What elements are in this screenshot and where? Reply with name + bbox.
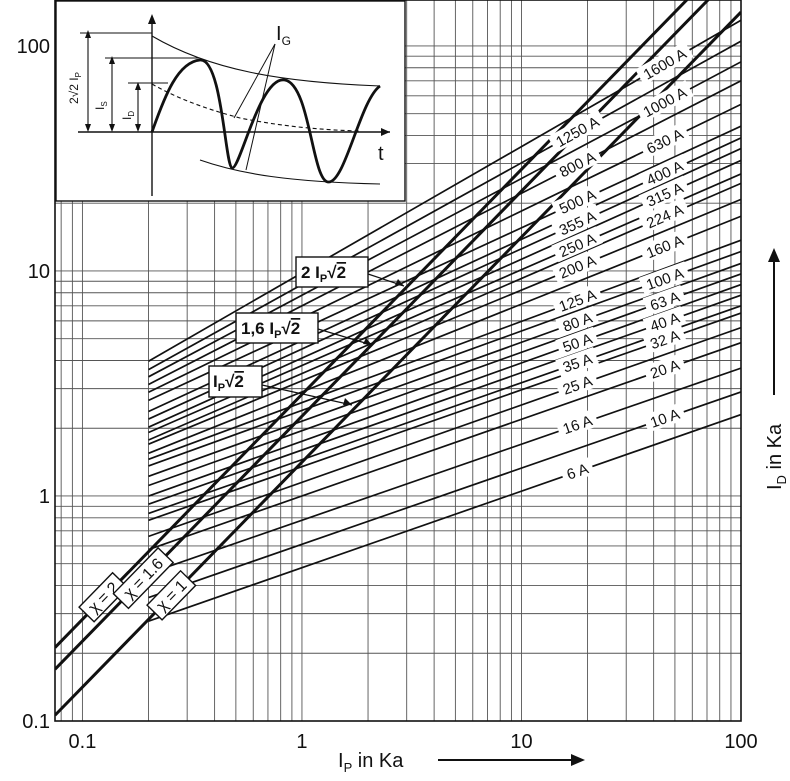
x-tick-label: 0.1 bbox=[69, 731, 97, 753]
fuse-label-bg bbox=[555, 369, 600, 400]
fuse-label-bg bbox=[638, 261, 691, 295]
fuse-label-text: 1250 A bbox=[553, 113, 602, 151]
fuse-label-bg bbox=[642, 305, 687, 337]
y-tick-label: 0.1 bbox=[22, 711, 50, 733]
fuse-label-bg bbox=[551, 182, 603, 220]
y-tick-label: 1 bbox=[39, 486, 50, 508]
fuse-label-bg bbox=[555, 326, 600, 358]
peak-label-box bbox=[146, 569, 197, 621]
fuse-line-6a bbox=[148, 413, 741, 623]
x-tick-label: 100 bbox=[724, 731, 757, 753]
fuse-label-bg bbox=[642, 323, 687, 354]
fuse-label: 10 A bbox=[642, 402, 687, 433]
fuse-label-bg bbox=[555, 408, 600, 439]
fuse-label-text: 1600 A bbox=[641, 46, 690, 84]
envelope-lower bbox=[199, 159, 381, 185]
fuse-label-bg bbox=[638, 121, 691, 160]
fuse-line-50a bbox=[148, 283, 741, 497]
waveform-inset: 2√2 IP IS ID IG t bbox=[55, 0, 406, 202]
fuse-label-bg bbox=[551, 226, 603, 263]
fuse-label-bg bbox=[551, 144, 603, 183]
peak-line bbox=[55, 0, 689, 649]
fuse-label-bg bbox=[642, 402, 687, 433]
fuse-line-500a bbox=[148, 125, 741, 402]
fuse-label-bg bbox=[638, 175, 691, 212]
ig-label: IG bbox=[276, 23, 291, 48]
fuse-label-bg bbox=[642, 284, 687, 316]
dc-decay-curve bbox=[151, 83, 361, 132]
x-tick-label: 1 bbox=[296, 731, 307, 753]
time-label: t bbox=[378, 143, 384, 165]
fuse-label-bg bbox=[551, 282, 604, 317]
fuse-line-35a bbox=[148, 305, 741, 515]
envelope-upper bbox=[151, 35, 381, 87]
svg-text:1,6 IP√2: 1,6 IP√2 bbox=[241, 319, 300, 341]
peak-label-box bbox=[112, 546, 175, 610]
fuse-line-16a bbox=[148, 367, 741, 575]
fuse-label-bg bbox=[642, 353, 687, 384]
fuse-line-25a bbox=[148, 326, 741, 538]
y-axis-title: ID in Ka bbox=[764, 248, 789, 490]
x-axis-title: IP in Ka bbox=[338, 750, 585, 775]
fuse-line-160a bbox=[148, 215, 741, 455]
callout-1-6ip-root2: 1,6 IP√2 bbox=[235, 312, 373, 346]
fuse-label: 160 A bbox=[638, 228, 691, 264]
fuse-label-bg bbox=[635, 80, 694, 123]
fuse-label-bg bbox=[551, 204, 603, 241]
svg-text:IP√2: IP√2 bbox=[213, 372, 244, 394]
fuse-line-32a bbox=[148, 312, 741, 522]
peak-line bbox=[55, 0, 711, 671]
axis-tick-labels: 0.1 1 10 100 0.1 1 10 100 bbox=[17, 36, 758, 753]
callout-ip-root2: IP√2 bbox=[208, 365, 353, 406]
id-label: ID bbox=[120, 111, 136, 120]
svg-text:ID in Ka: ID in Ka bbox=[764, 423, 789, 490]
fuse-line-40a bbox=[148, 294, 741, 505]
fuse-label-text: 16 A bbox=[561, 412, 595, 438]
ig-pointer bbox=[233, 43, 276, 119]
x-tick-label: 10 bbox=[510, 731, 532, 753]
fuse-label-bg bbox=[551, 248, 603, 284]
fuse-label: 1000 A bbox=[635, 80, 694, 123]
y-tick-label: 10 bbox=[28, 261, 50, 283]
fuse-line-200a bbox=[148, 198, 741, 445]
fuse-line-20a bbox=[148, 341, 741, 551]
svg-text:2 IP√2: 2 IP√2 bbox=[301, 263, 346, 285]
fuse-label-bg bbox=[547, 109, 607, 153]
callout-2ip-root2: 2 IP√2 bbox=[295, 256, 405, 288]
fuse-characteristic-curves bbox=[148, 19, 741, 623]
fuse-label-bg bbox=[555, 347, 600, 378]
fuse-label: 16 A bbox=[555, 408, 600, 439]
fuse-label: 6 A bbox=[559, 456, 596, 485]
fuse-label-bg bbox=[638, 228, 691, 264]
peak-label-box bbox=[78, 571, 129, 623]
fuse-label-bg bbox=[555, 305, 600, 337]
is-label: IS bbox=[93, 101, 109, 110]
ip-label: 2√2 IP bbox=[67, 72, 83, 104]
plot-frame bbox=[54, 0, 742, 722]
fuse-label-bg bbox=[559, 456, 596, 485]
fuse-label: 20 A bbox=[642, 353, 687, 384]
fuse-label-bg bbox=[638, 153, 691, 191]
fuse-label-text: 6 A bbox=[565, 460, 591, 483]
y-tick-label: 100 bbox=[17, 36, 50, 58]
fuse-line-10a bbox=[148, 391, 741, 599]
svg-text:IP in Ka: IP in Ka bbox=[338, 750, 404, 775]
fuse-label-bg bbox=[635, 41, 694, 86]
fuse-line-80a bbox=[148, 262, 741, 478]
short-circuit-current-wave bbox=[150, 58, 381, 184]
fuse-label-bg bbox=[638, 197, 691, 234]
